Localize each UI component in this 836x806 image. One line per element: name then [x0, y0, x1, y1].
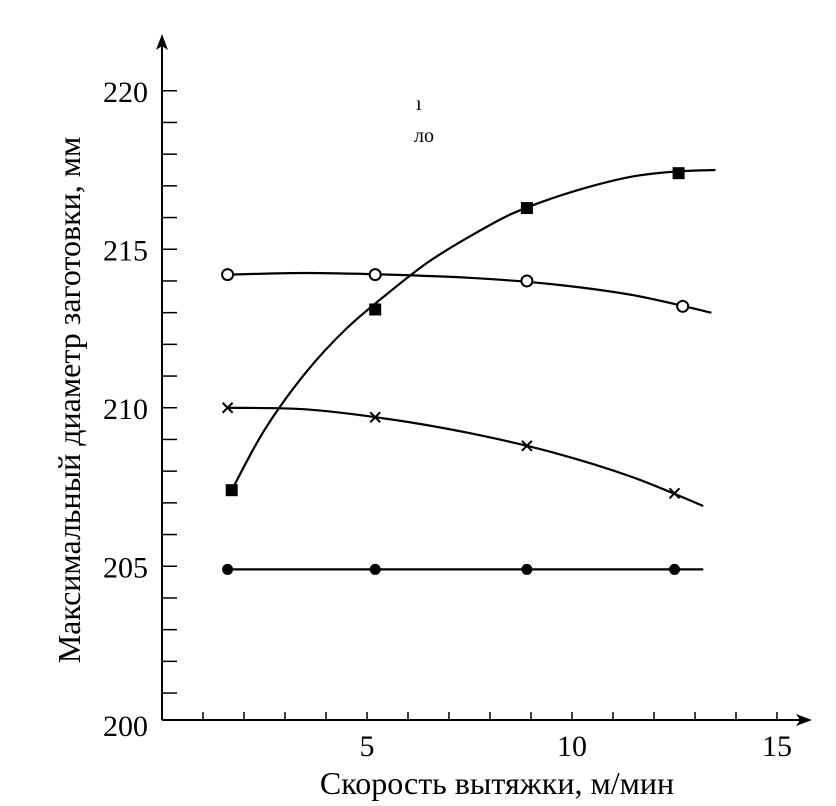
- y-tick-label: 210: [103, 393, 148, 426]
- x-axis-title: Скорость вытяжки, м/мин: [320, 765, 674, 801]
- x-tick-label: 5: [360, 730, 375, 763]
- y-tick-label: 215: [103, 234, 148, 267]
- series-3-point: [668, 487, 681, 500]
- series-4-point: [369, 563, 381, 575]
- series-2-point: [520, 274, 534, 288]
- series-3-point: [221, 402, 234, 414]
- series-1-point: [369, 303, 382, 316]
- y-axis-arrow: [156, 34, 168, 50]
- series-3-point: [521, 440, 533, 452]
- y-axis-title: Максимальный диаметр заготовки, мм: [51, 137, 87, 664]
- series-1-point: [672, 167, 685, 180]
- text-fragment-1: ı: [416, 93, 422, 115]
- series-3-line: [227, 406, 704, 508]
- series-1-line: [230, 168, 716, 491]
- minor-ticks: [162, 90, 778, 720]
- tick-labels: 5 10 15 200 205 210 215 220: [103, 76, 792, 763]
- series-2-point: [221, 268, 235, 282]
- y-tick-label: 200: [103, 710, 148, 743]
- series-2-point: [368, 268, 382, 282]
- series-4-point: [222, 563, 234, 575]
- series-2-line: [227, 271, 712, 314]
- x-axis-arrow: [796, 714, 812, 726]
- text-fragment-2: ло: [414, 125, 434, 147]
- x-tick-label: 10: [557, 730, 587, 763]
- series-3-point: [369, 411, 381, 423]
- y-tick-label: 205: [103, 551, 148, 584]
- series-1-point: [520, 202, 533, 215]
- series-4-point: [521, 563, 533, 575]
- series-layer: [221, 167, 716, 575]
- series-1-point: [225, 484, 238, 497]
- series-2-point: [676, 299, 690, 313]
- series-4-point: [669, 563, 680, 575]
- x-tick-label: 15: [762, 730, 792, 763]
- y-tick-label: 220: [103, 76, 148, 109]
